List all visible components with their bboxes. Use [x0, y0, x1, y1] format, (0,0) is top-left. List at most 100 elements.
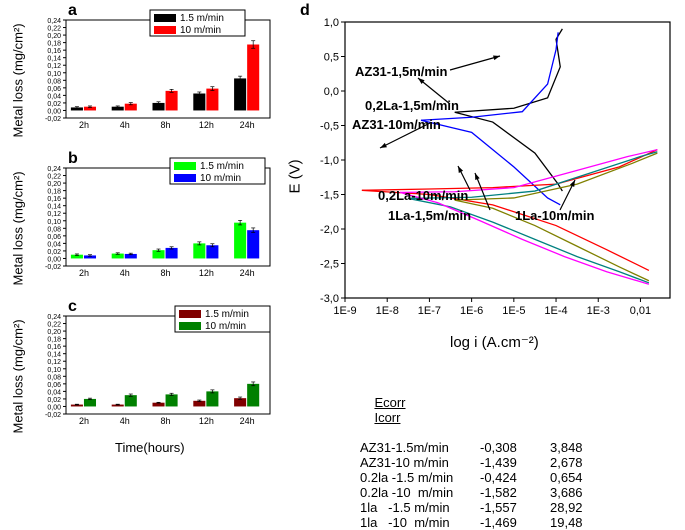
svg-text:0,16: 0,16	[47, 48, 61, 55]
svg-text:0,22: 0,22	[47, 26, 61, 33]
svg-text:24h: 24h	[240, 268, 255, 278]
svg-text:-0,02: -0,02	[45, 264, 61, 271]
panel-d-xlabel: log i (A.cm⁻²)	[450, 333, 539, 351]
th-icorr: Icorr	[374, 410, 434, 425]
svg-text:0,20: 0,20	[47, 329, 61, 336]
svg-text:10 m/min: 10 m/min	[205, 321, 246, 332]
svg-text:1E-6: 1E-6	[460, 305, 483, 317]
svg-text:0,10: 0,10	[47, 367, 61, 374]
svg-text:-1,0: -1,0	[320, 155, 339, 167]
svg-text:0,24: 0,24	[47, 166, 61, 173]
svg-text:1.5 m/min: 1.5 m/min	[205, 309, 249, 320]
svg-text:-0,5: -0,5	[320, 121, 339, 133]
svg-text:0,22: 0,22	[47, 322, 61, 329]
svg-text:0,20: 0,20	[47, 33, 61, 40]
svg-text:0,00: 0,00	[47, 108, 61, 115]
svg-text:0,12: 0,12	[47, 211, 61, 218]
svg-text:2h: 2h	[79, 120, 89, 130]
th-ecorr: Ecorr	[374, 395, 444, 410]
svg-text:12h: 12h	[199, 268, 214, 278]
chart-d: -3,0 -2,5 -2,0 -1,5 -1,0 -0,5 0,0 0,5 1,0 1E-9 1E-…	[300, 8, 680, 328]
svg-text:0,02: 0,02	[47, 397, 61, 404]
svg-text:1.5 m/min: 1.5 m/min	[180, 13, 224, 24]
svg-text:0,08: 0,08	[47, 226, 61, 233]
svg-text:0,04: 0,04	[47, 241, 61, 248]
svg-text:0,0: 0,0	[324, 86, 339, 98]
svg-text:1,0: 1,0	[324, 17, 339, 29]
panel-c-ylabel: Metal loss (mg/cm²)	[11, 314, 26, 434]
chart-c: -0,020,000,020,040,060,080,100,120,140,1…	[30, 304, 280, 446]
svg-text:8h: 8h	[161, 268, 171, 278]
svg-text:0,12: 0,12	[47, 359, 61, 366]
svg-text:12h: 12h	[199, 416, 214, 426]
svg-text:0,5: 0,5	[324, 52, 339, 64]
svg-text:0,18: 0,18	[47, 189, 61, 196]
svg-text:0,10: 0,10	[47, 219, 61, 226]
svg-text:0,14: 0,14	[47, 352, 61, 359]
svg-text:10 m/min: 10 m/min	[180, 25, 221, 36]
svg-text:0,22: 0,22	[47, 174, 61, 181]
svg-text:0,24: 0,24	[47, 18, 61, 25]
svg-text:2h: 2h	[79, 268, 89, 278]
annot-02la-10: 0,2La-10m/min	[378, 188, 468, 203]
svg-text:0,20: 0,20	[47, 181, 61, 188]
table-row: 1la -1.5 m/min-1,55728,92	[360, 500, 610, 515]
svg-text:1E-3: 1E-3	[587, 305, 610, 317]
svg-text:10 m/min: 10 m/min	[200, 173, 241, 184]
svg-text:0,24: 0,24	[47, 314, 61, 321]
svg-text:-1,5: -1,5	[320, 190, 339, 202]
svg-text:-0,02: -0,02	[45, 116, 61, 123]
svg-text:1.5 m/min: 1.5 m/min	[200, 161, 244, 172]
annot-az31-15: AZ31-1,5m/min	[355, 64, 447, 79]
svg-text:0,14: 0,14	[47, 56, 61, 63]
svg-text:4h: 4h	[120, 120, 130, 130]
annot-1la-10: 1La-10m/min	[515, 208, 594, 223]
svg-text:-2,0: -2,0	[320, 224, 339, 236]
svg-text:0,12: 0,12	[47, 63, 61, 70]
svg-text:1E-5: 1E-5	[502, 305, 525, 317]
annot-02la-15: 0,2La-1,5m/min	[365, 98, 459, 113]
svg-text:0,01: 0,01	[630, 305, 651, 317]
svg-text:0,06: 0,06	[47, 86, 61, 93]
svg-text:0,10: 0,10	[47, 71, 61, 78]
annot-az31-10: AZ31-10m/min	[352, 117, 441, 132]
svg-text:1E-4: 1E-4	[544, 305, 567, 317]
svg-text:12h: 12h	[199, 120, 214, 130]
data-table: Ecorr Icorr AZ31-1.5m/min-0,3083,848AZ31…	[360, 365, 610, 530]
chart-a: -0,020,000,020,040,060,080,100,120,140,1…	[30, 8, 280, 140]
svg-text:0,14: 0,14	[47, 204, 61, 211]
table-row: 0.2la -1.5 m/min-0,4240,654	[360, 470, 610, 485]
svg-text:0,02: 0,02	[47, 249, 61, 256]
svg-text:8h: 8h	[161, 416, 171, 426]
svg-text:0,18: 0,18	[47, 337, 61, 344]
svg-text:1E-9: 1E-9	[333, 305, 356, 317]
svg-text:4h: 4h	[120, 416, 130, 426]
svg-text:0,18: 0,18	[47, 41, 61, 48]
chart-b: -0,020,000,020,040,060,080,100,120,140,1…	[30, 156, 280, 288]
svg-text:-0,02: -0,02	[45, 412, 61, 419]
table-row: 1la -10 m/min-1,46919,48	[360, 515, 610, 530]
svg-text:1E-8: 1E-8	[376, 305, 399, 317]
svg-text:24h: 24h	[240, 120, 255, 130]
table-row: 0.2la -10 m/min-1,5823,686	[360, 485, 610, 500]
svg-text:0,04: 0,04	[47, 93, 61, 100]
svg-text:0,02: 0,02	[47, 101, 61, 108]
table-row: AZ31-10 m/min-1,4392,678	[360, 455, 610, 470]
svg-text:0,06: 0,06	[47, 234, 61, 241]
svg-text:0,08: 0,08	[47, 78, 61, 85]
svg-text:0,16: 0,16	[47, 344, 61, 351]
svg-text:2h: 2h	[79, 416, 89, 426]
svg-text:0,16: 0,16	[47, 196, 61, 203]
svg-text:0,00: 0,00	[47, 404, 61, 411]
svg-text:0,04: 0,04	[47, 389, 61, 396]
svg-text:4h: 4h	[120, 268, 130, 278]
svg-text:24h: 24h	[240, 416, 255, 426]
svg-text:1E-7: 1E-7	[418, 305, 441, 317]
svg-text:-2,5: -2,5	[320, 259, 339, 271]
svg-text:8h: 8h	[161, 120, 171, 130]
svg-text:-3,0: -3,0	[320, 293, 339, 305]
svg-text:0,06: 0,06	[47, 382, 61, 389]
panel-c-xlabel: Time(hours)	[115, 440, 185, 455]
svg-text:0,08: 0,08	[47, 374, 61, 381]
panel-b-ylabel: Metal loss (mg/cm²)	[11, 166, 26, 286]
